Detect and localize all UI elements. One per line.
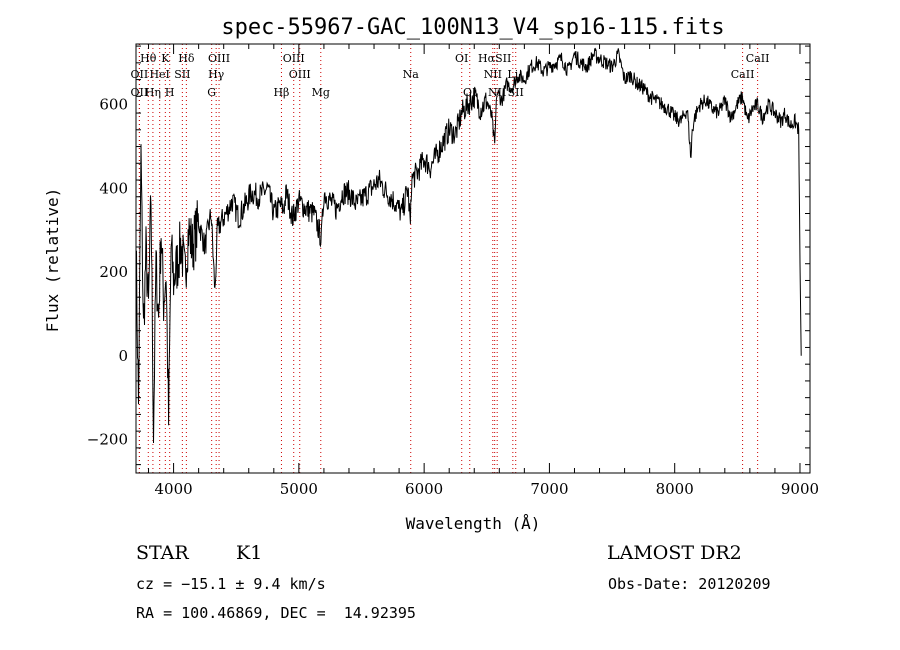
x-tick-label: 8000 bbox=[656, 480, 694, 498]
x-tick-label: 6000 bbox=[405, 480, 443, 498]
subclass-label: K1 bbox=[236, 542, 263, 564]
line-label: Hβ bbox=[273, 86, 289, 99]
x-tick-label: 9000 bbox=[781, 480, 819, 498]
y-tick-label: 200 bbox=[99, 263, 128, 281]
line-label: K bbox=[161, 52, 170, 65]
line-label: NII bbox=[484, 68, 502, 81]
line-label: Mg bbox=[312, 86, 330, 99]
x-axis: 4000 5000 6000 7000 8000 9000 bbox=[148, 44, 819, 498]
line-label: HeI bbox=[149, 68, 169, 81]
survey-label: LAMOST DR2 bbox=[607, 542, 742, 564]
y-tick-label: 0 bbox=[118, 347, 128, 365]
x-tick-label: 5000 bbox=[280, 480, 318, 498]
y-axis-label: Flux (relative) bbox=[43, 188, 62, 333]
x-tick-label: 7000 bbox=[530, 480, 568, 498]
line-label: H bbox=[165, 86, 175, 99]
x-tick-label: 4000 bbox=[154, 480, 192, 498]
x-axis-label: Wavelength (Å) bbox=[406, 514, 541, 533]
y-axis: −200 0 200 400 600 bbox=[87, 45, 810, 466]
line-label: OI bbox=[455, 52, 468, 65]
line-label: HαSII bbox=[478, 52, 511, 65]
line-label: Li bbox=[507, 68, 518, 81]
line-label: OIII bbox=[289, 68, 311, 81]
chart-title: spec-55967-GAC_100N13_V4_sp16-115.fits bbox=[221, 15, 724, 40]
y-tick-label: 600 bbox=[99, 96, 128, 114]
y-tick-label: −200 bbox=[87, 431, 128, 449]
line-label: Hγ bbox=[208, 68, 225, 81]
line-label: Hδ bbox=[178, 52, 195, 65]
plot-frame bbox=[135, 43, 811, 474]
line-label: SII bbox=[174, 68, 190, 81]
class-label: STAR bbox=[136, 542, 189, 564]
line-label: OII bbox=[131, 86, 149, 99]
line-label: CaII bbox=[731, 68, 755, 81]
line-label: CaII bbox=[746, 52, 770, 65]
line-label: Na bbox=[403, 68, 420, 81]
spectrum-line bbox=[135, 47, 802, 444]
line-label: G bbox=[207, 86, 216, 99]
y-tick-label: 400 bbox=[99, 179, 128, 197]
obs-date-label: Obs-Date: 20120209 bbox=[608, 575, 771, 593]
line-label: Hη bbox=[145, 86, 161, 99]
line-label: OI bbox=[463, 86, 476, 99]
redshift-label: cz = −15.1 ± 9.4 km/s bbox=[136, 575, 326, 593]
line-label: OIII bbox=[208, 52, 230, 65]
coordinates-label: RA = 100.46869, DEC = 14.92395 bbox=[136, 604, 416, 622]
line-label: OII bbox=[131, 68, 149, 81]
line-label: Hθ bbox=[140, 52, 157, 65]
spectral-line-labels: Hθ K Hδ OIII OIII OI HαSII CaII OII HeI SII Hγ OIII N… bbox=[131, 52, 770, 99]
line-label: OIII bbox=[283, 52, 305, 65]
